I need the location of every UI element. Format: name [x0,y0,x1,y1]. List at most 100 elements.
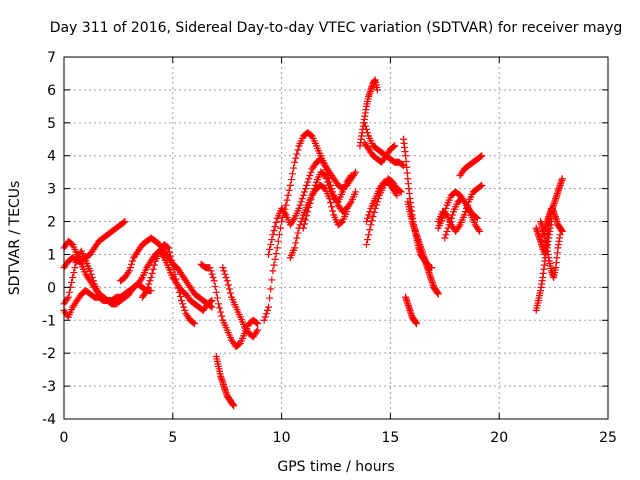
data-point [275,231,283,239]
series-track-r [362,178,401,226]
data-point [277,224,285,232]
data-point [352,188,360,196]
series-track-f [138,241,199,328]
series-track-t [404,198,436,272]
series-track-ac [539,204,566,239]
data-point [219,264,227,272]
data-point [368,217,376,225]
data-point [261,313,269,321]
data-point [390,143,398,151]
x-tick-label: 5 [168,430,177,446]
data-point [263,306,271,314]
data-point [260,316,268,324]
data-point [392,190,400,198]
data-point [307,195,315,203]
data-point [322,166,330,174]
data-point [214,300,222,308]
data-point [64,293,72,301]
data-point [148,269,156,277]
data-point [307,168,315,176]
data-point [207,302,215,310]
data-point [271,255,279,263]
data-point [222,273,230,281]
data-point [284,191,292,199]
series-track-i [219,264,262,341]
data-point [144,283,152,291]
data-point [169,260,177,268]
data-point [304,178,312,186]
data-point [265,250,273,258]
data-point [397,188,405,196]
data-point [343,208,351,216]
data-point [303,212,311,220]
data-point [146,277,154,285]
data-point [127,260,135,268]
data-point [306,171,314,179]
data-point [129,257,137,265]
data-point [226,289,234,297]
data-point [217,308,225,316]
data-point [305,204,313,212]
data-point [223,277,231,285]
data-point [365,211,373,219]
y-tick-label: -1 [42,313,56,329]
data-point [292,154,300,162]
data-point [460,211,468,219]
data-point [306,199,314,207]
data-point [125,267,133,275]
data-point [262,310,270,318]
data-point [296,201,304,209]
data-point [346,199,354,207]
data-point [294,229,302,237]
data-point [308,191,316,199]
y-tick-label: 0 [47,280,56,296]
data-point [287,176,295,184]
y-tick-label: 3 [47,182,56,198]
data-point [461,208,469,216]
y-axis-label: SDTVAR / TECUs [7,181,23,296]
data-point [170,265,178,273]
data-point [220,267,228,275]
x-tick-label: 20 [490,430,508,446]
data-point [273,244,281,252]
data-point [292,239,300,247]
x-tick-label: 25 [599,430,617,446]
data-point [362,241,370,249]
data-point [143,287,151,295]
data-point [224,281,232,289]
data-point [293,234,301,242]
data-point [178,297,186,305]
plot-frame [63,56,609,420]
data-point [347,171,355,179]
data-point [360,119,368,127]
y-tick-label: 4 [47,149,56,165]
data-point [282,201,290,209]
data-point [149,265,157,273]
data-point [290,216,298,224]
data-point [120,218,128,226]
data-point [304,208,312,216]
data-point [107,299,115,307]
data-point [396,187,404,195]
data-point [310,185,318,193]
data-point [254,326,262,334]
data-point [302,185,310,193]
data-point [364,129,372,137]
data-point [269,267,277,275]
data-point [175,288,183,296]
data-point [302,216,310,224]
series-track-x [456,152,486,179]
data-point [446,218,454,226]
data-point [164,244,172,252]
data-point [189,319,197,327]
data-point [267,285,275,293]
data-point [124,269,132,277]
data-point [445,221,453,229]
y-tick-label: 2 [47,215,56,231]
data-point [206,264,214,272]
data-point [320,171,328,179]
data-point [373,86,381,94]
data-point [321,162,329,170]
x-tick-label: 15 [381,430,399,446]
